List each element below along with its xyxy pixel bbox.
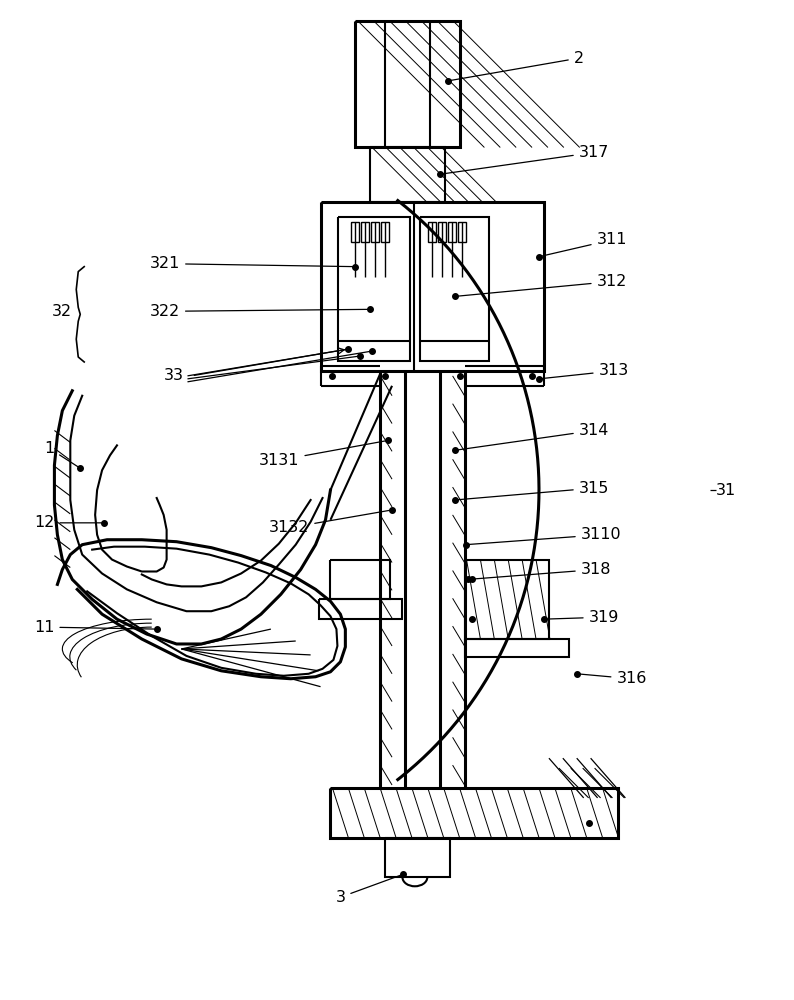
Text: 314: 314 bbox=[457, 423, 609, 450]
Text: 3131: 3131 bbox=[259, 441, 385, 468]
Text: 316: 316 bbox=[580, 671, 647, 686]
Text: 317: 317 bbox=[442, 145, 609, 174]
Text: 33: 33 bbox=[164, 368, 183, 383]
Text: 32: 32 bbox=[52, 304, 72, 319]
Text: 318: 318 bbox=[470, 562, 611, 579]
Text: 321: 321 bbox=[150, 256, 353, 271]
Text: 319: 319 bbox=[547, 610, 619, 625]
Text: 12: 12 bbox=[34, 515, 102, 530]
Text: 1: 1 bbox=[44, 441, 78, 467]
Text: 3: 3 bbox=[335, 875, 400, 905]
Text: 312: 312 bbox=[457, 274, 627, 296]
Text: 31: 31 bbox=[715, 483, 736, 498]
Text: 315: 315 bbox=[457, 481, 609, 500]
Text: 313: 313 bbox=[542, 363, 629, 379]
Text: 311: 311 bbox=[542, 232, 627, 256]
Text: 322: 322 bbox=[150, 304, 368, 319]
Text: 11: 11 bbox=[34, 620, 154, 635]
Text: 3110: 3110 bbox=[468, 527, 622, 544]
Text: 2: 2 bbox=[450, 51, 584, 80]
Text: 3132: 3132 bbox=[269, 510, 389, 535]
